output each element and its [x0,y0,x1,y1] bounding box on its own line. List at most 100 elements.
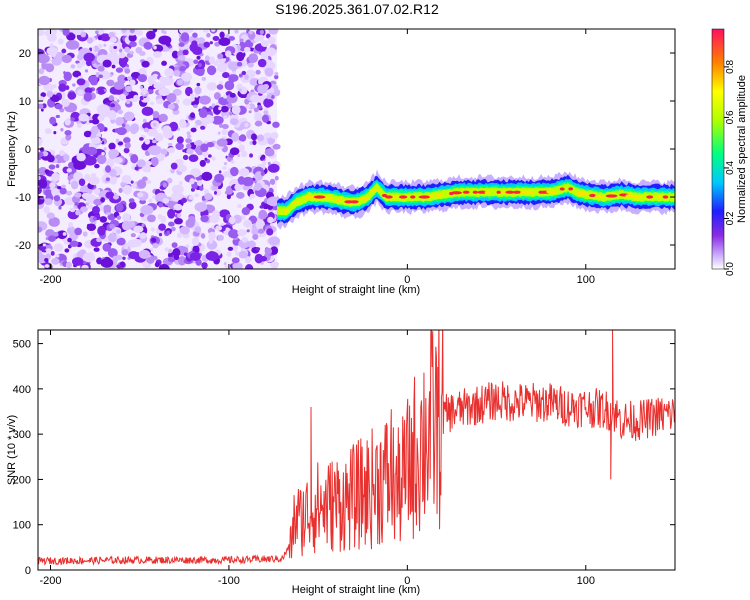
noise-blob [203,29,209,33]
noise-blob [64,130,72,136]
noise-blob [234,183,242,191]
noise-blob [185,86,193,97]
noise-blob [231,245,239,252]
noise-blob [272,143,281,150]
noise-blob [49,182,56,189]
noise-blob [222,171,230,178]
noise-blob [254,112,263,122]
snr-xtick-label: -100 [218,575,240,587]
noise-blob [88,176,100,186]
noise-blob [44,169,50,174]
noise-blob [228,216,236,225]
noise-blob [181,197,187,204]
noise-blob [247,240,256,248]
noise-blob [182,49,189,56]
noise-blob [65,133,72,141]
noise-blob [237,204,242,208]
noise-blob [129,50,134,55]
signal-peak [350,200,359,204]
noise-blob [85,146,98,156]
noise-blob [51,95,60,103]
noise-blob [257,104,263,109]
noise-blob [102,59,112,68]
noise-blob [90,125,99,135]
noise-blob [49,43,54,47]
noise-blob [255,247,261,251]
noise-blob [170,162,178,170]
noise-blob [166,266,170,269]
noise-blob [38,186,42,195]
noise-blob [93,198,103,206]
noise-blob [171,194,181,202]
noise-blob [116,264,122,269]
noise-blob [242,176,254,187]
noise-blob [266,196,280,207]
noise-blob [59,187,67,195]
noise-blob [171,50,179,59]
colorbar-tick-label: 0.4 [725,161,736,175]
noise-blob [244,74,249,80]
noise-blob [267,163,280,173]
noise-blob [224,265,229,269]
signal-peak [393,195,399,199]
noise-blob [196,68,205,77]
noise-blob [76,123,83,128]
noise-blob [122,212,131,222]
noise-blob [227,246,234,251]
signal-peak [575,191,588,196]
noise-blob [51,187,60,196]
noise-blob [213,191,218,195]
noise-blob [194,226,202,233]
noise-blob [124,142,131,149]
noise-blob [198,95,211,105]
noise-blob [82,252,96,263]
noise-blob [267,161,271,166]
noise-blob [76,152,86,162]
noise-blob [229,147,240,156]
noise-blob [173,69,181,77]
signal-peak [335,198,345,202]
noise-blob [185,143,192,149]
noise-blob [76,78,86,86]
noise-blob [182,98,192,106]
noise-blob [147,128,158,137]
noise-blob [69,207,76,213]
noise-blob [138,249,151,260]
noise-blob [105,177,110,182]
noise-blob [141,87,148,96]
signal-peak [496,190,501,194]
noise-blob [79,185,91,195]
noise-blob [58,206,62,210]
noise-blob [255,69,261,75]
noise-blob [228,74,236,83]
signal-peak [588,193,596,198]
noise-blob [259,205,265,209]
noise-blob [160,215,167,223]
noise-blob [130,153,139,164]
spectrogram-xtick-label: -100 [218,274,240,286]
noise-blob [109,36,117,43]
noise-blob [75,210,81,216]
noise-blob [141,106,154,117]
noise-blob [229,118,239,126]
noise-blob [194,193,200,198]
noise-blob [271,94,275,99]
noise-blob [130,123,140,134]
noise-blob [158,35,172,45]
signal-peak [451,191,463,195]
noise-blob [216,84,224,90]
noise-blob [78,113,90,122]
noise-blob [265,99,274,107]
snr-xtick-label: 0 [404,575,410,587]
snr-xtick-label: -200 [39,575,61,587]
noise-blob [230,160,235,164]
noise-blob [257,228,265,234]
noise-blob [222,166,227,170]
noise-blob [45,229,55,238]
noise-blob [48,164,56,170]
noise-blob [251,133,257,141]
noise-blob [144,138,151,145]
noise-blob [217,234,224,241]
noise-blob [215,225,223,231]
noise-blob [241,207,251,216]
